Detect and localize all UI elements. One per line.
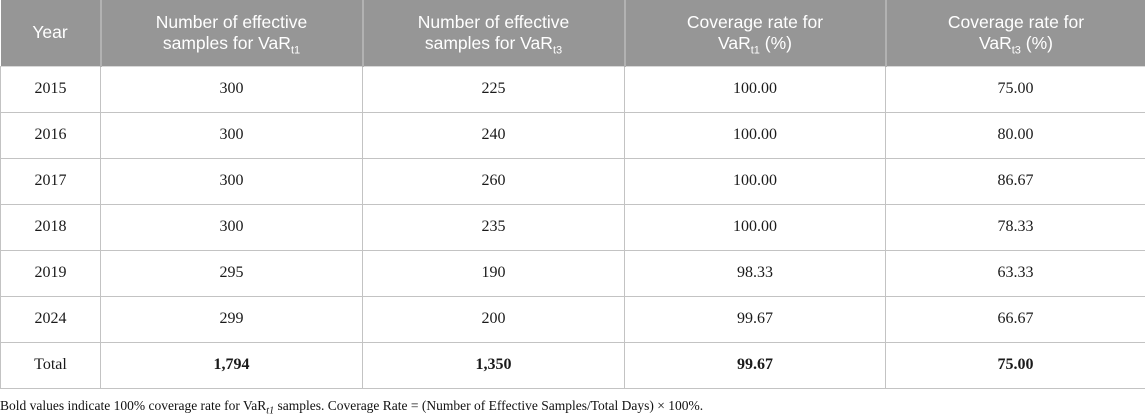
row-label-cell: 2017: [1, 158, 101, 204]
value-cell: 66.67: [886, 296, 1145, 342]
value-cell: 100.00: [625, 158, 886, 204]
value-cell: 240: [363, 112, 625, 158]
value-cell: 99.67: [625, 342, 886, 388]
value-cell: 100.00: [625, 112, 886, 158]
header-label-line2: VaR: [979, 33, 1012, 53]
value-cell: 63.33: [886, 250, 1145, 296]
col-header-coverage-var-t1: Coverage rate for VaRt1 (%): [625, 0, 886, 66]
value-cell: 260: [363, 158, 625, 204]
value-cell: 75.00: [886, 342, 1145, 388]
col-header-year: Year: [1, 0, 101, 66]
value-cell: 100.00: [625, 204, 886, 250]
row-label-cell: 2016: [1, 112, 101, 158]
value-cell: 300: [101, 158, 363, 204]
value-cell: 75.00: [886, 66, 1145, 112]
footnote-text-end: samples. Coverage Rate = (Number of Effe…: [274, 398, 703, 413]
header-row: Year Number of effective samples for VaR…: [1, 0, 1145, 66]
header-label-line2: VaR: [718, 33, 751, 53]
var-subscript: t3: [553, 44, 562, 56]
header-label-line2: samples for VaR: [425, 33, 553, 53]
value-cell: 1,794: [101, 342, 363, 388]
value-cell: 99.67: [625, 296, 886, 342]
header-label-suffix: (%): [1021, 33, 1053, 53]
value-cell: 1,350: [363, 342, 625, 388]
var-subscript: t3: [1012, 44, 1021, 56]
value-cell: 300: [101, 112, 363, 158]
value-cell: 299: [101, 296, 363, 342]
header-label-line1: Coverage rate for: [948, 12, 1084, 32]
value-cell: 300: [101, 66, 363, 112]
var-subscript: t1: [291, 44, 300, 56]
header-label-suffix: (%): [760, 33, 792, 53]
col-header-samples-var-t3: Number of effective samples for VaRt3: [363, 0, 625, 66]
row-label-cell: 2018: [1, 204, 101, 250]
value-cell: 100.00: [625, 66, 886, 112]
col-header-coverage-var-t3: Coverage rate for VaRt3 (%): [886, 0, 1145, 66]
value-cell: 98.33: [625, 250, 886, 296]
coverage-table: Year Number of effective samples for VaR…: [0, 0, 1145, 389]
value-cell: 86.67: [886, 158, 1145, 204]
row-label-cell: 2015: [1, 66, 101, 112]
value-cell: 80.00: [886, 112, 1145, 158]
header-label-line1: Number of effective: [418, 12, 569, 32]
header-label-line1: Coverage rate for: [687, 12, 823, 32]
row-label-cell: 2024: [1, 296, 101, 342]
var-subscript: t1: [751, 44, 760, 56]
header-label-line1: Number of effective: [156, 12, 307, 32]
value-cell: 200: [363, 296, 625, 342]
row-label-cell: Total: [1, 342, 101, 388]
table-footnote: Bold values indicate 100% coverage rate …: [0, 397, 1145, 414]
row-label-cell: 2019: [1, 250, 101, 296]
header-label-line2: samples for VaR: [163, 33, 291, 53]
value-cell: 300: [101, 204, 363, 250]
value-cell: 78.33: [886, 204, 1145, 250]
var-subscript: t1: [266, 405, 274, 416]
footnote-text-start: Bold values indicate 100% coverage rate …: [0, 398, 266, 413]
value-cell: 225: [363, 66, 625, 112]
value-cell: 235: [363, 204, 625, 250]
value-cell: 295: [101, 250, 363, 296]
header-label: Year: [32, 22, 67, 42]
value-cell: 190: [363, 250, 625, 296]
col-header-samples-var-t1: Number of effective samples for VaRt1: [101, 0, 363, 66]
table-header: Year Number of effective samples for VaR…: [1, 0, 1145, 66]
